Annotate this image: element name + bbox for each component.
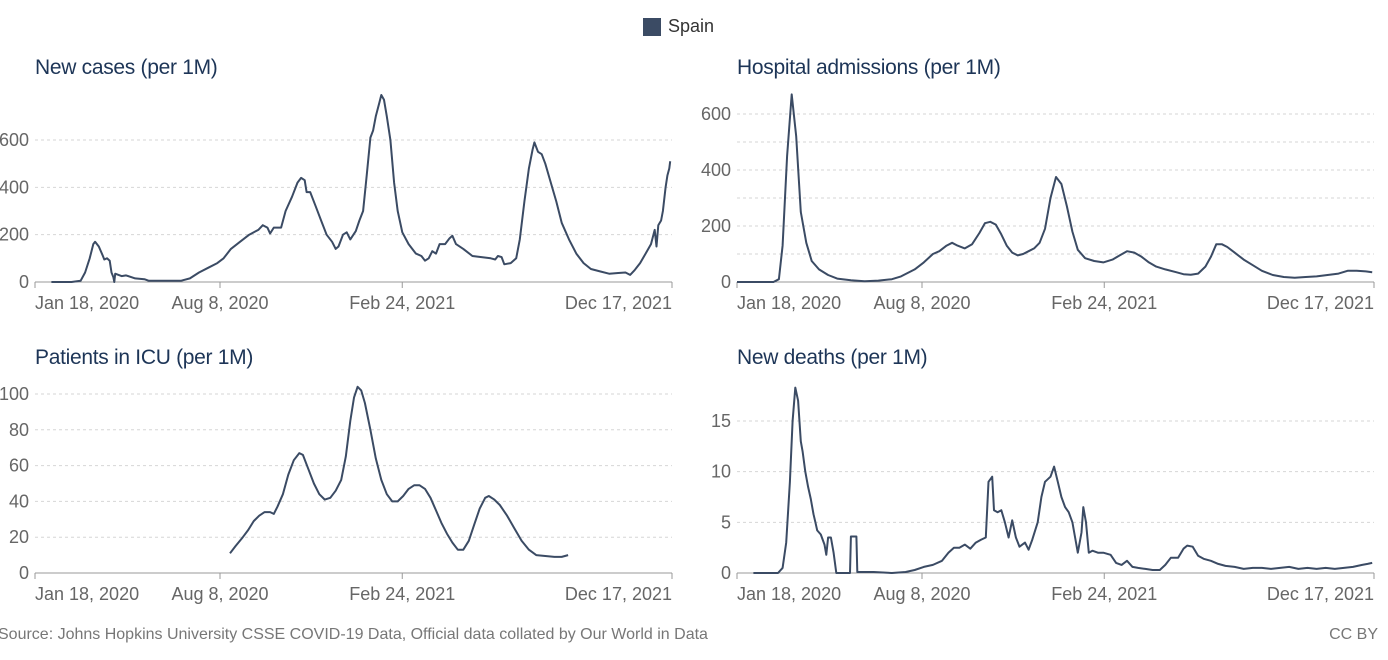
icu-patients-y-tick-label: 100 [0, 384, 29, 404]
new-deaths-x-tick-label: Jan 18, 2020 [737, 584, 841, 604]
new-cases-x-tick-label: Jan 18, 2020 [35, 293, 139, 313]
legend-label-spain[interactable]: Spain [668, 16, 715, 36]
hospital-admissions-series-line-spain [737, 93, 1373, 283]
new-deaths-x-tick-label: Aug 8, 2020 [873, 584, 970, 604]
hospital-admissions-x-tick-label: Jan 18, 2020 [737, 293, 841, 313]
hospital-admissions-y-tick-label: 600 [701, 104, 731, 124]
icu-patients-x-tick-label: Jan 18, 2020 [35, 584, 139, 604]
source-note: Source: Johns Hopkins University CSSE CO… [0, 626, 708, 643]
license-link[interactable]: CC BY [1329, 626, 1378, 643]
new-deaths-y-tick-label: 0 [721, 563, 731, 583]
new-cases-y-tick-label: 0 [19, 272, 29, 292]
hospital-admissions-x-tick-label: Dec 17, 2021 [1267, 293, 1374, 313]
icu-patients-x-tick-label: Dec 17, 2021 [565, 584, 672, 604]
icu-patients-y-tick-label: 0 [19, 563, 29, 583]
chart-title-new-deaths: New deaths (per 1M) [737, 346, 928, 369]
new-deaths-x-tick-label: Feb 24, 2021 [1051, 584, 1157, 604]
new-deaths-y-tick-label: 15 [711, 411, 731, 431]
icu-patients-x-tick-label: Aug 8, 2020 [171, 584, 268, 604]
icu-patients-y-tick-label: 20 [9, 527, 29, 547]
icu-patients-y-tick-label: 80 [9, 420, 29, 440]
icu-patients-y-tick-label: 40 [9, 491, 29, 511]
new-cases-x-tick-label: Dec 17, 2021 [565, 293, 672, 313]
new-cases-series-line-spain [51, 94, 672, 283]
hospital-admissions-x-tick-label: Feb 24, 2021 [1051, 293, 1157, 313]
new-cases-x-tick-label: Feb 24, 2021 [349, 293, 455, 313]
new-cases-y-tick-label: 400 [0, 177, 29, 197]
new-deaths-y-tick-label: 10 [711, 462, 731, 482]
new-deaths-series-line-spain [753, 386, 1373, 574]
chart-title-new-cases: New cases (per 1M) [35, 56, 218, 79]
hospital-admissions-y-tick-label: 400 [701, 160, 731, 180]
new-cases-y-tick-label: 200 [0, 225, 29, 245]
new-deaths-y-tick-label: 5 [721, 512, 731, 532]
new-cases-x-tick-label: Aug 8, 2020 [171, 293, 268, 313]
legend-swatch-spain[interactable] [643, 17, 661, 36]
legend: Spain [643, 16, 714, 37]
hospital-admissions-x-tick-label: Aug 8, 2020 [873, 293, 970, 313]
new-deaths-x-tick-label: Dec 17, 2021 [1267, 584, 1374, 604]
icu-patients-series-line-spain [229, 385, 569, 558]
chart-title-hospital-admissions: Hospital admissions (per 1M) [737, 56, 1001, 79]
icu-patients-x-tick-label: Feb 24, 2021 [349, 584, 455, 604]
new-cases-y-tick-label: 600 [0, 130, 29, 150]
chart-title-icu-patients: Patients in ICU (per 1M) [35, 346, 254, 369]
icu-patients-y-tick-label: 60 [9, 456, 29, 476]
hospital-admissions-y-tick-label: 200 [701, 216, 731, 236]
hospital-admissions-y-tick-label: 0 [721, 272, 731, 292]
